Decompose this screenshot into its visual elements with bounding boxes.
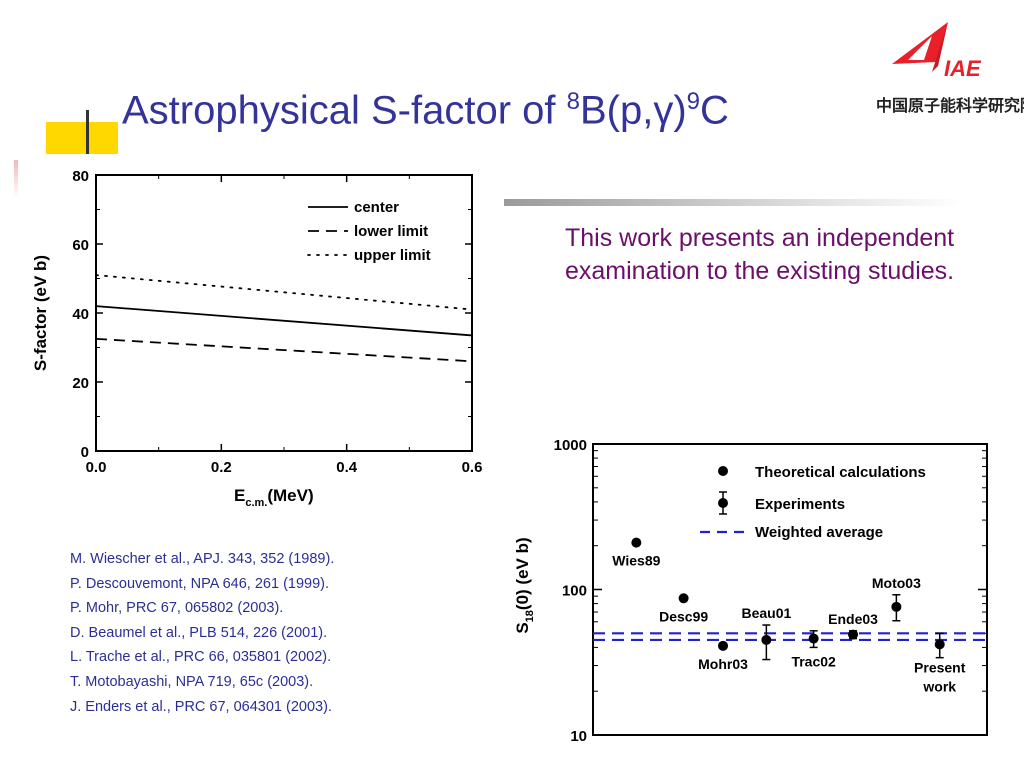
reference-item: J. Enders et al., PRC 67, 064301 (2003). — [70, 698, 332, 715]
s-factor-chart: 0.0 0.2 0.4 0.6 0 20 40 60 80 center lower limit up… — [31, 168, 483, 509]
series-line-upper-limit — [95, 274, 473, 311]
references-list: M. Wiescher et al., APJ. 343, 352 (1989)… — [70, 547, 470, 719]
y-tick-label: 60 — [72, 237, 89, 254]
data-point — [808, 633, 819, 644]
divider-rule — [504, 199, 964, 206]
point-label: Present — [914, 659, 966, 675]
reference-item: L. Trache et al., PRC 66, 035801 (2002). — [70, 649, 332, 666]
data-point — [678, 593, 689, 604]
logo-letters: IAE — [944, 56, 982, 81]
decorative-title-bar — [86, 110, 89, 154]
logo-chinese-text: 中国原子能科学研究院 — [876, 96, 1024, 115]
legend-label: center — [354, 199, 399, 216]
data-point — [718, 640, 729, 651]
decorative-yellow-square — [46, 122, 118, 154]
point-label: Beau01 — [741, 605, 791, 621]
slide-title: Astrophysical S-factor of 8B(p,γ)9C — [122, 88, 729, 133]
point-label: Moto03 — [872, 575, 921, 591]
data-point — [934, 639, 945, 650]
point-label: Mohr03 — [698, 656, 748, 672]
series-line-lower-limit — [95, 337, 473, 363]
data-point — [891, 601, 902, 612]
y-tick-label: 0 — [81, 444, 89, 461]
reference-item: T. Motobayashi, NPA 719, 65c (2003). — [70, 673, 314, 690]
title-reaction: B(p,γ) — [579, 88, 687, 133]
point-label: Trac02 — [791, 654, 836, 670]
legend-label: lower limit — [354, 223, 428, 240]
title-superscript-9: 9 — [686, 88, 701, 115]
data-point — [848, 629, 859, 640]
y-tick-label: 1000 — [554, 437, 587, 454]
point-label: Desc99 — [659, 608, 708, 624]
x-tick-label: 0.0 — [86, 459, 107, 476]
reference-item: P. Descouvemont, NPA 646, 261 (1999). — [70, 575, 330, 592]
legend-label: Experiments — [755, 496, 845, 513]
y-tick-label: 80 — [72, 168, 89, 185]
reference-item: D. Beaumel et al., PLB 514, 226 (2001). — [70, 624, 328, 641]
title-end: C — [700, 88, 729, 133]
description-text: This work presents an independent examin… — [565, 224, 955, 285]
series-line-center — [95, 305, 473, 337]
x-tick-label: 0.6 — [462, 459, 483, 476]
reference-item: M. Wiescher et al., APJ. 343, 352 (1989)… — [70, 551, 335, 567]
y-tick-label: 100 — [562, 583, 587, 600]
data-point — [631, 537, 642, 548]
iae-logo-icon: IAE — [892, 22, 982, 81]
s18-comparison-chart: 10 100 1000 Wies89 Desc99 Mohr03 Beau01 Trac02 E… — [513, 437, 988, 745]
data-point — [761, 634, 772, 645]
point-label: Ende03 — [828, 611, 878, 627]
title-superscript-8: 8 — [566, 88, 580, 115]
y-tick-label: 10 — [570, 728, 587, 745]
legend-label: Weighted average — [755, 524, 883, 541]
y-axis-label: S18(0) (eV b) — [513, 537, 536, 633]
legend-marker-experiment — [718, 498, 728, 508]
point-label: work — [922, 678, 956, 694]
y-tick-label: 40 — [72, 306, 89, 323]
y-axis-label: S-factor (eV b) — [31, 255, 50, 371]
legend-marker-theory — [718, 466, 728, 476]
x-axis-label: Ec.m.(MeV) — [234, 486, 314, 509]
y-tick-label: 20 — [72, 375, 89, 392]
legend-label: upper limit — [354, 247, 431, 264]
legend-label: Theoretical calculations — [755, 464, 926, 481]
x-tick-label: 0.4 — [336, 459, 358, 476]
x-tick-label: 0.2 — [211, 459, 232, 476]
point-label: Wies89 — [612, 553, 660, 569]
decorative-accent-left — [14, 160, 18, 198]
title-text: Astrophysical S-factor of — [122, 88, 567, 133]
reference-item: P. Mohr, PRC 67, 065802 (2003). — [70, 600, 284, 617]
plot-frame — [95, 174, 473, 452]
